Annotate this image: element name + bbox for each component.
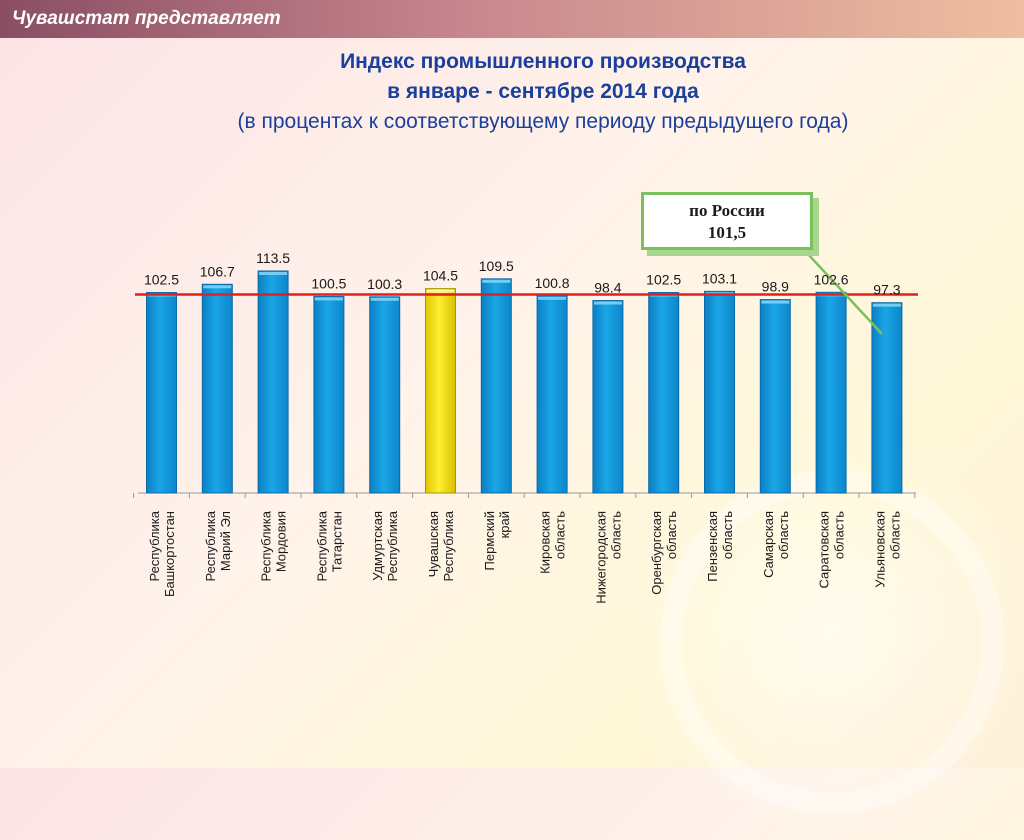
category-label-line: Республика <box>203 510 218 581</box>
header-title: Чувашстат представляет <box>12 8 281 29</box>
category-label-line: Республика <box>259 510 274 581</box>
category-label: Республика Татарстан <box>314 510 344 581</box>
bar-top-cap <box>259 272 288 275</box>
bar <box>313 295 345 494</box>
category-label-line: Мордовия <box>274 511 289 572</box>
bar-value-label: 102.5 <box>646 272 681 288</box>
bar <box>704 290 735 494</box>
bar-chart: 102.5 106.7 113.5 100.5 100.3 104.5 109.5 100.8… <box>133 250 918 604</box>
bar-value-label: 113.5 <box>256 250 290 266</box>
bar-top-cap <box>872 303 901 307</box>
bar-value-label: 104.5 <box>423 268 458 284</box>
bar-value-label: 102.5 <box>144 272 179 288</box>
bar <box>257 270 289 494</box>
bar <box>592 300 624 494</box>
bar-value-label: 98.4 <box>594 280 621 296</box>
bar <box>815 291 847 494</box>
category-label-line: область <box>720 511 735 559</box>
bar-value-label: 102.6 <box>814 271 849 287</box>
bar <box>871 302 903 494</box>
category-label: Пермский край <box>482 511 512 570</box>
category-label-line: область <box>553 511 568 559</box>
category-label: Республика Марий Эл <box>203 510 233 581</box>
category-label: Чувашская Республика <box>426 510 456 581</box>
bar-top-cap <box>482 279 511 283</box>
callout-connector <box>672 251 883 335</box>
bar-value-label: 109.5 <box>479 258 514 274</box>
russia-callout-label: по России <box>689 201 765 220</box>
category-label-line: Кировская <box>538 511 553 574</box>
category-label-line: Республика <box>385 510 400 581</box>
category-label: Нижегородская область <box>593 511 623 604</box>
category-label-line: Самарская <box>761 511 776 578</box>
category-label-line: область <box>832 511 847 559</box>
category-label: Республика Мордовия <box>259 510 289 581</box>
bar-top-cap <box>203 285 232 289</box>
category-label: Удмуртская Республика <box>370 510 400 581</box>
bar <box>648 292 680 494</box>
category-label-line: Пермский <box>482 511 497 570</box>
bar-top-cap <box>761 300 790 304</box>
bar <box>480 278 512 494</box>
bar-highlight <box>425 288 456 494</box>
bar-value-label: 103.1 <box>702 270 737 286</box>
bar-value-label: 106.7 <box>200 263 235 279</box>
category-label-line: край <box>497 511 512 538</box>
category-label-line: Республика <box>147 510 162 581</box>
category-label-line: Татарстан <box>329 511 344 572</box>
category-label: Пензенская область <box>705 511 735 582</box>
category-label-line: область <box>887 511 902 559</box>
bar <box>536 295 568 494</box>
category-label-line: Пензенская <box>705 511 720 582</box>
bar-top-cap <box>593 301 622 305</box>
bar-value-label: 98.9 <box>762 279 789 295</box>
category-label-line: Удмуртская <box>370 511 385 581</box>
bar-top-cap <box>538 296 567 300</box>
category-label-line: Республика <box>314 510 329 581</box>
category-label: Саратовская область <box>817 511 847 589</box>
category-label-line: Саратовская <box>817 511 832 588</box>
category-label-line: область <box>608 511 623 559</box>
category-label-line: Башкортостан <box>162 511 177 597</box>
category-label-line: Ульяновская <box>872 511 887 588</box>
category-label: Кировская область <box>538 511 568 574</box>
russia-callout-value: 101,5 <box>707 223 747 242</box>
chart-subtitle: (в процентах к соответствующему периоду … <box>237 110 849 133</box>
category-label-line: Республика <box>441 510 456 581</box>
category-label-line: Оренбургская <box>649 511 664 595</box>
bar-value-label: 97.3 <box>873 282 900 298</box>
category-label-line: область <box>776 511 791 559</box>
header-band: Чувашстат представляет <box>0 0 1024 38</box>
bar-top-cap <box>370 297 399 301</box>
category-label-line: Чувашская <box>426 511 441 577</box>
bar-value-label: 100.3 <box>367 276 402 292</box>
bar <box>146 292 177 494</box>
category-label: Ульяновская область <box>872 511 902 588</box>
chart-title-line2: в январе - сентябре 2014 года <box>387 80 699 103</box>
category-label: Самарская область <box>761 511 791 578</box>
russia-callout: по России 101,5 <box>641 192 813 250</box>
bar-top-cap <box>426 289 455 293</box>
bar <box>201 283 233 494</box>
chart-title-line1: Индекс промышленного производства <box>340 50 746 73</box>
category-label-line: Марий Эл <box>218 511 233 571</box>
bar-value-label: 100.5 <box>311 275 346 291</box>
bar-top-cap <box>314 297 343 301</box>
category-label-line: Нижегородская <box>593 511 608 604</box>
bar <box>759 299 791 494</box>
category-label: Республика Башкортостан <box>147 510 177 597</box>
category-label: Оренбургская область <box>649 511 679 595</box>
bar <box>369 296 401 494</box>
bar-value-label: 100.8 <box>535 275 570 291</box>
category-label-line: область <box>664 511 679 559</box>
